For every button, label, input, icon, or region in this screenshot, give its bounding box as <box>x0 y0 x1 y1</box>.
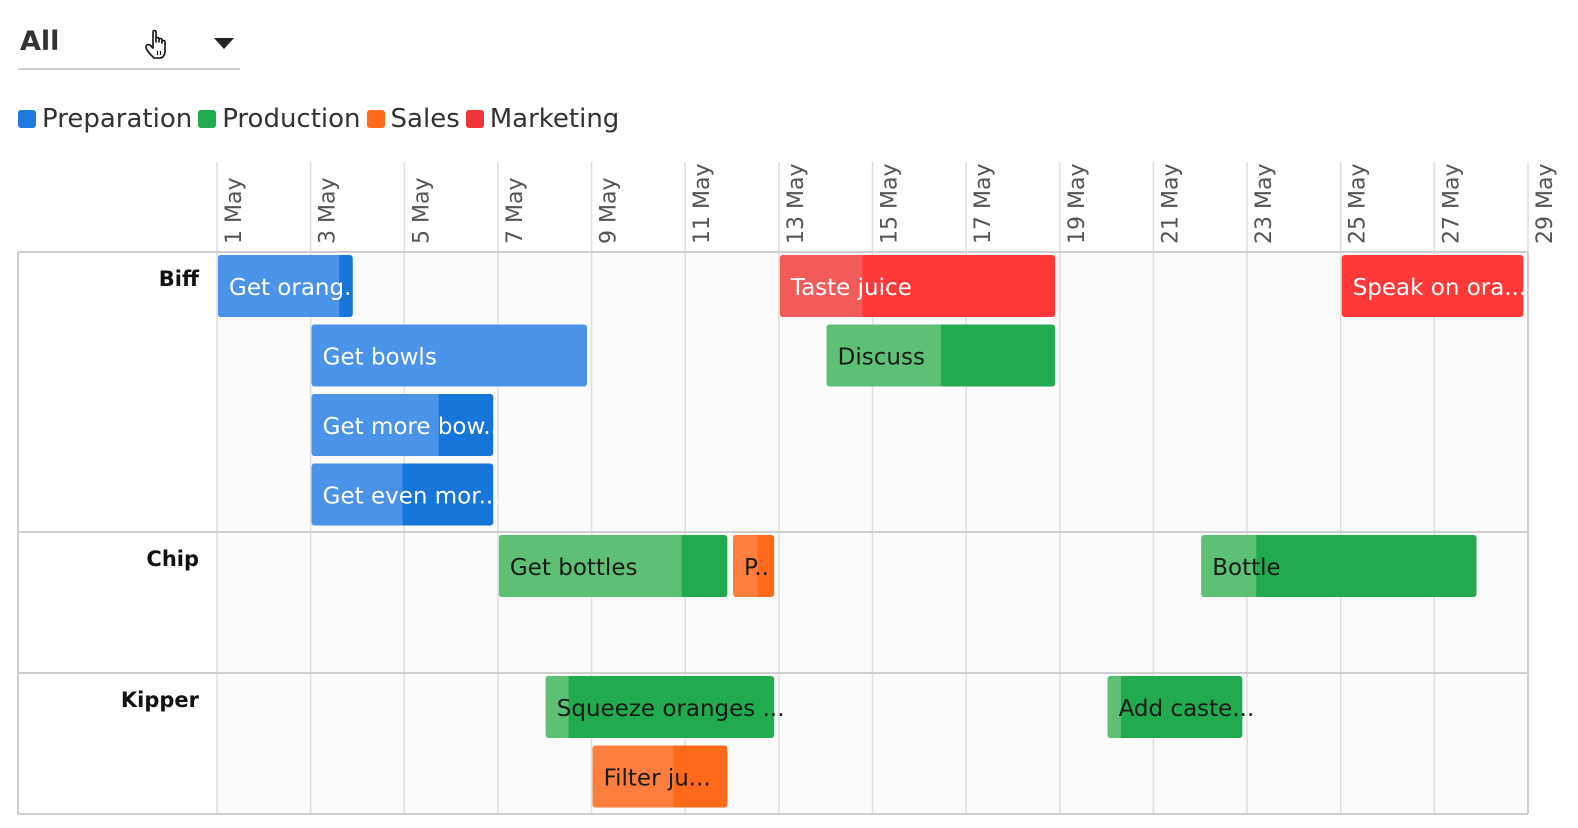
x-tick-label: 11 May <box>690 164 715 244</box>
task-bar[interactable]: Discuss <box>826 324 1056 387</box>
task-progress-fill <box>545 676 569 738</box>
task-label: Discuss <box>838 345 925 371</box>
task-bar[interactable]: Squeeze oranges ... <box>545 676 785 738</box>
task-label: Get orang... <box>229 275 366 301</box>
task-bar[interactable]: Add caste... <box>1107 676 1255 738</box>
legend-label: Preparation <box>42 104 193 134</box>
x-tick-label: 9 May <box>597 178 622 244</box>
legend-label: Production <box>222 104 361 134</box>
task-label: Get bowls <box>323 345 437 371</box>
x-tick-label: 19 May <box>1065 164 1090 244</box>
task-bar-fill <box>545 676 775 738</box>
legend-swatch <box>366 110 385 128</box>
task-bar[interactable]: Taste juice <box>779 255 1056 317</box>
x-tick-label: 13 May <box>784 164 809 244</box>
legend-swatch <box>18 110 36 128</box>
x-tick-label: 21 May <box>1158 164 1183 244</box>
legend-swatch <box>465 110 484 128</box>
x-tick-label: 15 May <box>878 164 903 244</box>
task-label: Taste juice <box>790 275 912 301</box>
task-label: P.. <box>744 555 769 581</box>
task-progress-fill <box>498 535 682 597</box>
task-progress-fill <box>1107 676 1122 738</box>
task-progress-fill <box>311 394 439 456</box>
legend-swatch <box>198 110 217 128</box>
task-label: Squeeze oranges ... <box>557 696 785 722</box>
task-bar[interactable]: Get orang... <box>218 255 366 317</box>
task-progress-fill <box>779 255 863 317</box>
legend-label: Sales <box>390 104 460 134</box>
task-label: Filter ju... <box>604 766 711 792</box>
legend-item-production[interactable]: Production <box>198 104 361 134</box>
task-bar-fill <box>1201 535 1477 597</box>
task-bar-fill <box>1107 676 1243 738</box>
task-label: Add caste... <box>1119 696 1255 722</box>
chevron-down-icon[interactable] <box>214 38 234 49</box>
x-tick-label: 29 May <box>1533 164 1558 244</box>
task-label: Speak on ora... <box>1353 275 1527 301</box>
task-progress-fill <box>1201 535 1257 597</box>
legend: Preparation Production Sales Marketing <box>18 102 625 136</box>
task-bar[interactable]: Filter ju... <box>592 745 728 808</box>
legend-item-sales[interactable]: Sales <box>366 104 460 134</box>
x-tick-label: 25 May <box>1346 164 1371 244</box>
x-tick-label: 23 May <box>1252 164 1277 244</box>
task-label: Bottle <box>1212 555 1280 581</box>
row-label-biff: Biff <box>159 267 200 291</box>
task-progress-fill <box>733 535 758 597</box>
x-tick-label: 3 May <box>316 178 341 244</box>
task-label: Get even mor... <box>323 484 501 510</box>
row-label-kipper: Kipper <box>121 688 200 712</box>
task-bar-fill <box>1341 255 1524 317</box>
task-bar[interactable]: P.. <box>733 535 775 597</box>
task-progress-fill <box>592 745 674 808</box>
legend-item-marketing[interactable]: Marketing <box>465 104 620 134</box>
x-tick-label: 27 May <box>1439 164 1464 244</box>
task-bar[interactable]: Speak on ora... <box>1341 255 1527 317</box>
x-tick-label: 17 May <box>971 164 996 244</box>
task-label: Get more bow... <box>323 414 506 440</box>
legend-item-preparation[interactable]: Preparation <box>18 104 192 134</box>
row-label-chip: Chip <box>146 547 199 571</box>
legend-label: Marketing <box>489 104 620 134</box>
task-bar[interactable]: Get more bow... <box>311 394 506 456</box>
x-tick-label: 1 May <box>222 178 247 244</box>
task-bar[interactable]: Get even mor... <box>311 463 501 526</box>
task-progress-fill <box>311 463 403 526</box>
hand-cursor-icon <box>145 29 166 59</box>
task-bar[interactable]: Bottle <box>1201 535 1477 597</box>
task-progress-fill <box>826 324 941 387</box>
task-progress-fill <box>218 255 340 317</box>
task-label: Get bottles <box>510 555 638 581</box>
x-tick-label: 7 May <box>503 178 528 244</box>
task-progress-fill <box>311 324 587 387</box>
category-filter-dropdown[interactable]: All <box>18 18 240 70</box>
x-tick-label: 5 May <box>409 178 434 244</box>
filter-selected-value: All <box>20 26 60 57</box>
task-bar[interactable]: Get bowls <box>311 324 587 387</box>
task-bar[interactable]: Get bottles <box>498 535 728 597</box>
